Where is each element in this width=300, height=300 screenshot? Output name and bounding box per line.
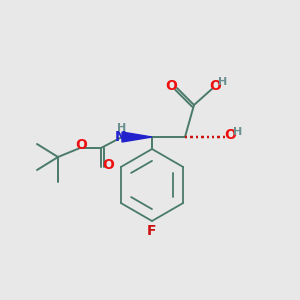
Polygon shape	[122, 132, 152, 142]
Text: H: H	[233, 127, 243, 137]
Text: O: O	[224, 128, 236, 142]
Text: H: H	[218, 77, 228, 87]
Text: O: O	[75, 138, 87, 152]
Text: N: N	[115, 130, 127, 144]
Text: O: O	[165, 79, 177, 93]
Text: F: F	[147, 224, 157, 238]
Text: H: H	[117, 123, 127, 133]
Text: O: O	[209, 79, 221, 93]
Text: O: O	[102, 158, 114, 172]
